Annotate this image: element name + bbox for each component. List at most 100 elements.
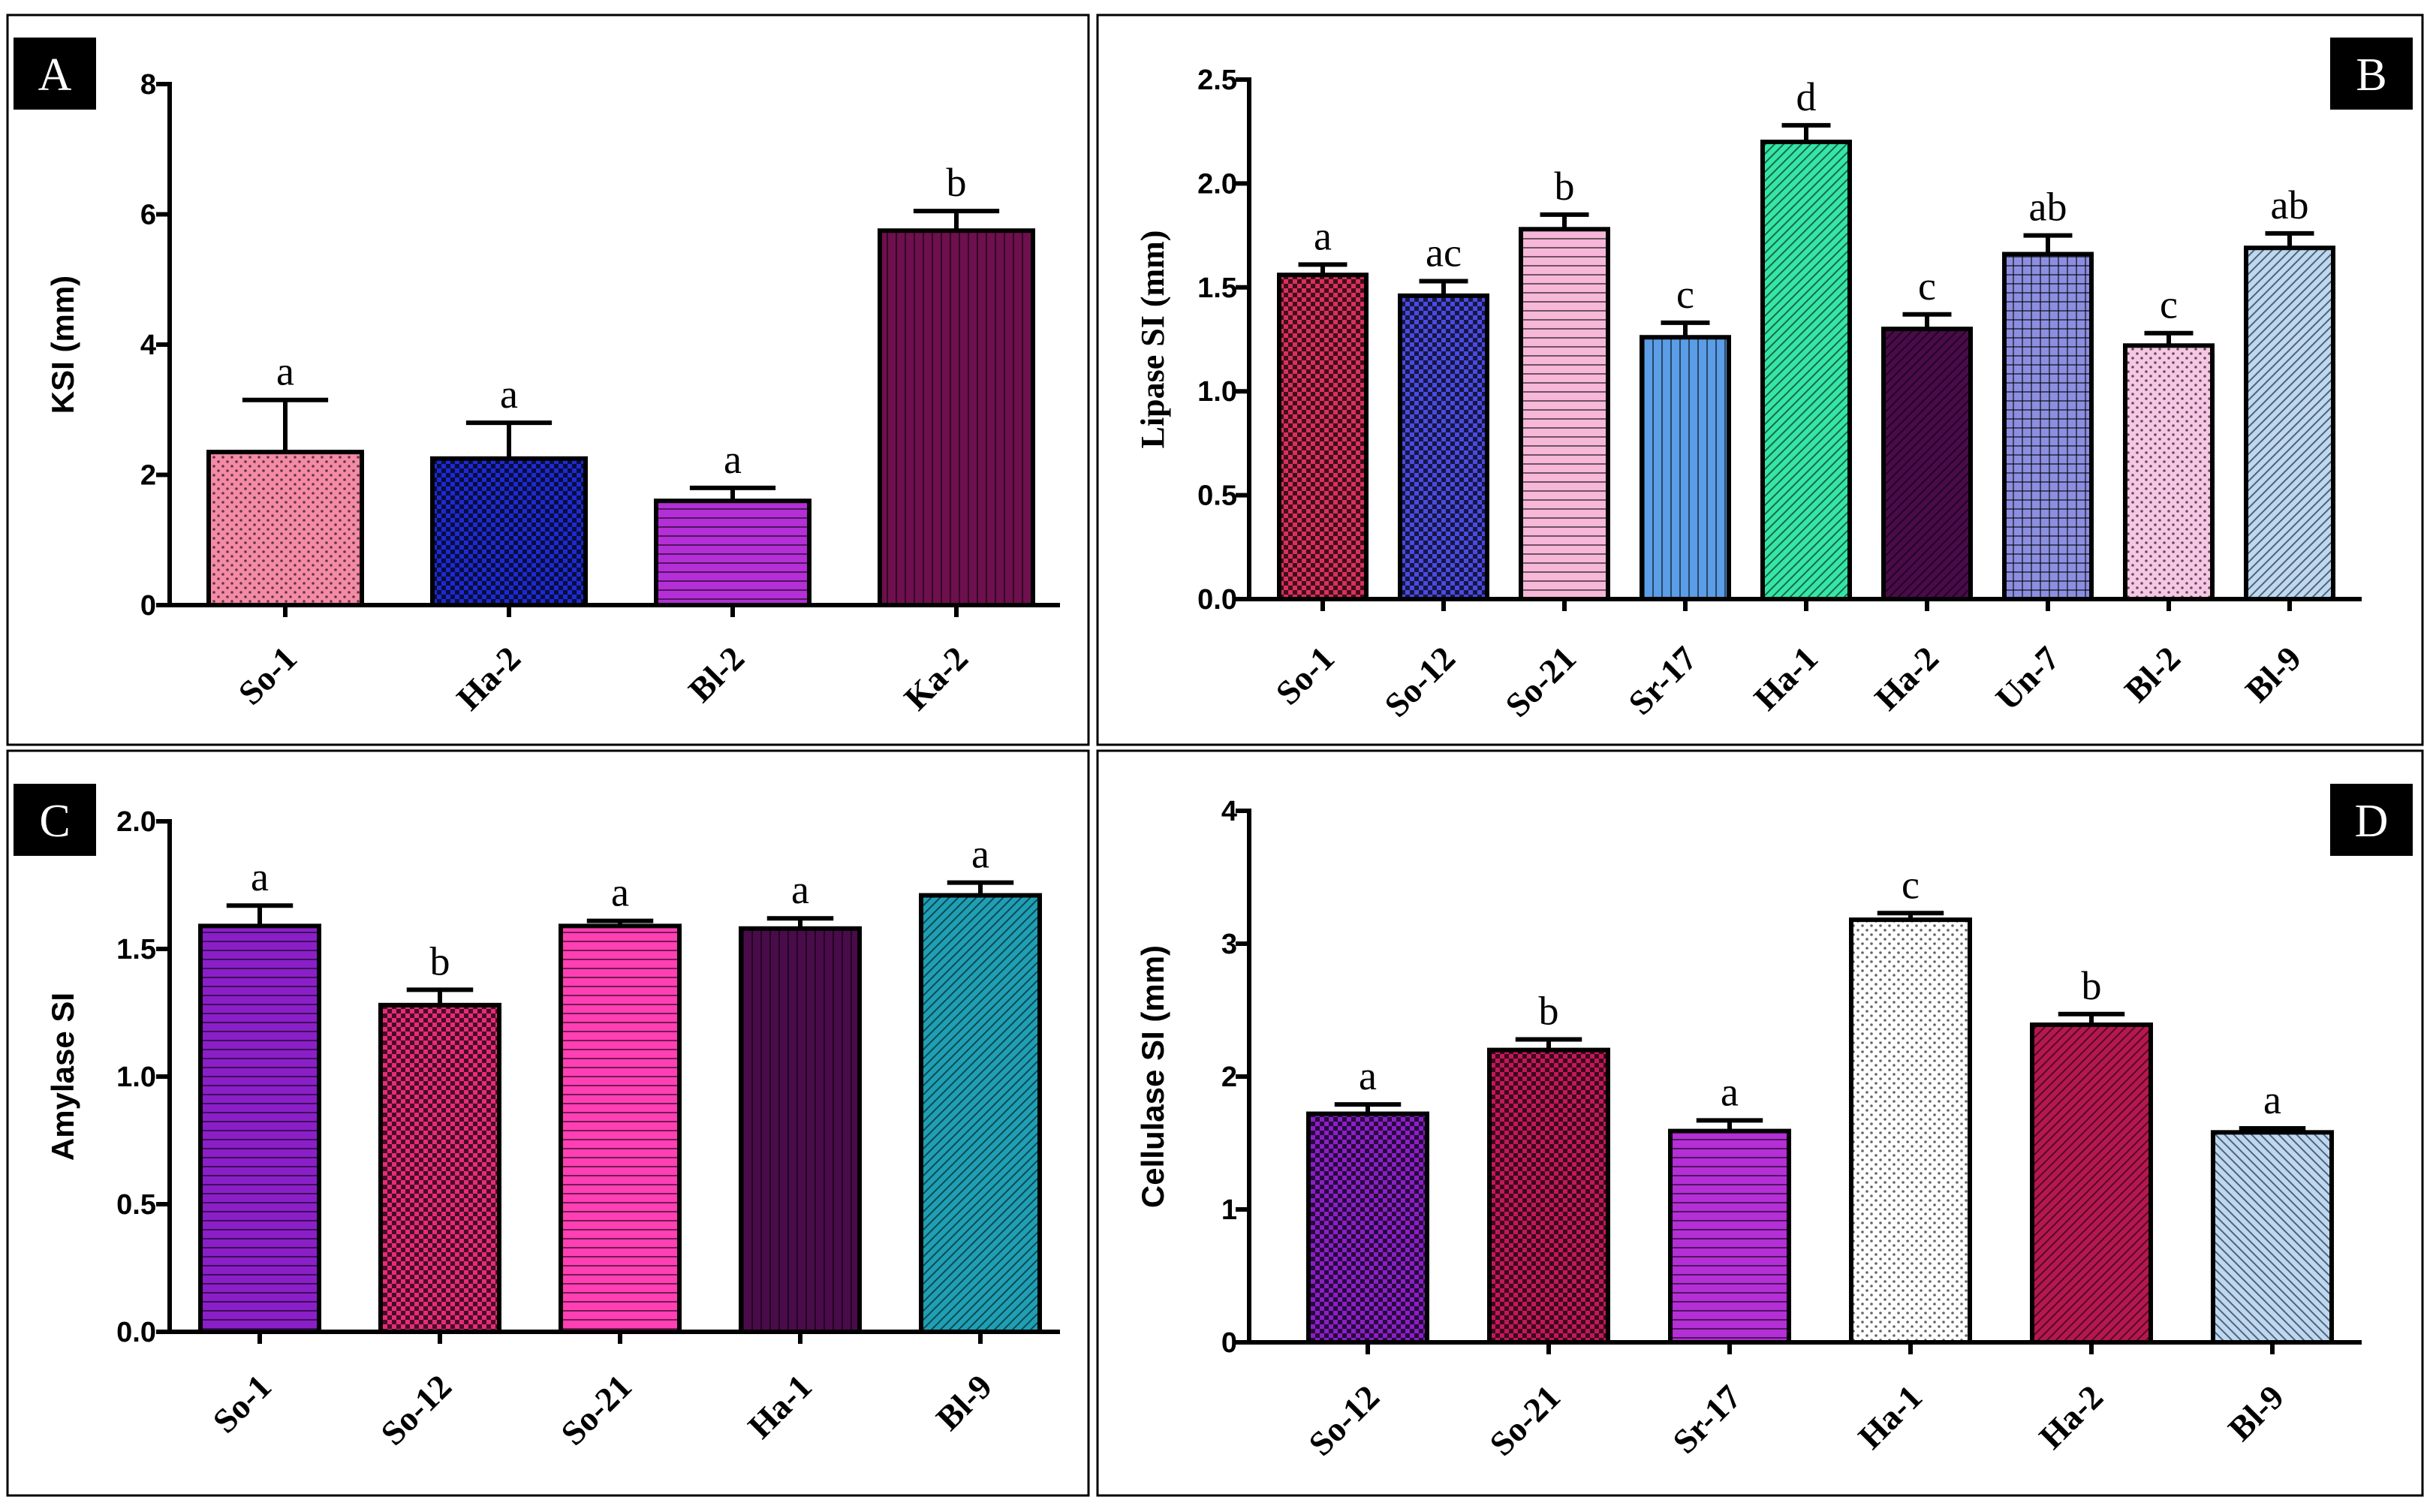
x-tick-label: Bl-9 — [929, 1367, 999, 1438]
bar-so-12 — [1306, 1111, 1429, 1345]
significance-label: a — [1359, 1053, 1377, 1098]
bar-bl-9 — [2211, 1130, 2334, 1345]
significance-label: ab — [2271, 182, 2309, 227]
y-tick-label: 2 — [1221, 1062, 1237, 1093]
bar-ha-2 — [430, 456, 588, 607]
significance-label: ab — [2029, 185, 2067, 230]
panel-frame — [6, 749, 1090, 1497]
y-tick-label: 2 — [140, 460, 156, 492]
y-tick-label: 2.5 — [1197, 65, 1237, 96]
bar-ha-1 — [739, 926, 862, 1335]
x-tick-label: Ha-1 — [1746, 639, 1825, 718]
significance-label: b — [430, 938, 450, 983]
significance-label: ac — [1426, 230, 1462, 275]
bar-bl-2 — [654, 498, 812, 608]
panel-b: B 0.0 0.5 1.0 1.5 2.0 2.5 Lipase SI (mm) a So-1 ac… — [1096, 14, 2424, 746]
x-tick-label: So-12 — [373, 1367, 459, 1453]
y-tick-label: 3 — [1221, 929, 1237, 960]
bar-so-1 — [198, 923, 321, 1334]
bar-sr-17 — [1668, 1128, 1791, 1345]
bar-un-7 — [2002, 251, 2094, 601]
y-tick-label: 0 — [1221, 1327, 1237, 1359]
x-tick-label: Ha-2 — [2031, 1378, 2110, 1456]
x-tick-label: So-21 — [1482, 1378, 1567, 1463]
significance-label: b — [2082, 963, 2102, 1008]
y-tick-label: 0 — [140, 590, 156, 622]
significance-label: a — [971, 832, 989, 877]
bar-bl-9 — [2244, 245, 2335, 601]
y-tick-label: 0.0 — [116, 1317, 156, 1348]
y-tick-label: 4 — [1221, 796, 1237, 827]
bar-ha-2 — [2030, 1022, 2153, 1345]
panel-d: D 0 1 2 3 4 Cellulase SI (mm) a So-12 b So-21 a Sr-1… — [1096, 749, 2424, 1497]
bar-bl-2 — [2123, 343, 2215, 601]
x-tick-label: Bl-9 — [2238, 639, 2308, 709]
y-tick-label: 0.5 — [116, 1189, 156, 1221]
x-tick-label: So-1 — [206, 1367, 279, 1441]
significance-label: c — [1676, 272, 1694, 317]
bar-ka-2 — [878, 228, 1035, 607]
panel-c: C 0.0 0.5 1.0 1.5 2.0 Amylase SI a So-1 b So-12 a So… — [6, 749, 1090, 1497]
significance-label: a — [276, 349, 294, 394]
panel-letter: A — [38, 50, 72, 101]
bar-so-1 — [1277, 273, 1369, 601]
x-tick-label: Sr-17 — [1665, 1378, 1748, 1461]
significance-label: a — [251, 854, 269, 899]
y-axis-label: Cellulase SI (mm) — [1135, 945, 1170, 1208]
bar-ha-2 — [1881, 327, 1973, 601]
x-tick-label: Ha-1 — [740, 1367, 819, 1446]
bar-so-1 — [206, 450, 364, 608]
x-tick-label: Un-7 — [1988, 639, 2067, 718]
x-tick-label: Ka-2 — [896, 639, 975, 718]
y-tick-label: 4 — [140, 330, 156, 361]
significance-label: d — [1796, 74, 1817, 119]
y-tick-label: 2.0 — [116, 806, 156, 838]
bar-bl-9 — [919, 893, 1042, 1334]
significance-label: a — [2263, 1077, 2281, 1122]
bar-sr-17 — [1640, 335, 1731, 601]
y-axis-label: KSI (mm) — [45, 276, 80, 414]
panel-letter: C — [39, 796, 70, 847]
x-tick-label: So-1 — [231, 639, 305, 712]
panel-badge — [14, 38, 96, 110]
significance-label: a — [500, 372, 518, 417]
x-tick-label: Ha-2 — [1867, 639, 1946, 718]
bar-so-21 — [1487, 1047, 1610, 1345]
y-axis-label: Lipase SI (mm) — [1134, 230, 1171, 449]
y-tick-label: 1.5 — [116, 934, 156, 965]
x-tick-label: So-1 — [1269, 639, 1342, 712]
significance-label: c — [2160, 282, 2178, 327]
bar-so-21 — [1519, 227, 1610, 601]
x-tick-label: Bl-9 — [2221, 1378, 2291, 1448]
significance-label: b — [1555, 164, 1575, 209]
x-tick-label: Sr-17 — [1621, 639, 1704, 722]
bar-ha-1 — [1849, 917, 1972, 1345]
panel-badge — [2330, 38, 2413, 110]
panel-a: A 0 2 4 6 8 KSI (mm) a So-1 a Ha-2 a Bl-2 b Ka-2 — [6, 14, 1090, 746]
y-tick-label: 2.0 — [1197, 168, 1237, 200]
y-tick-label: 1.0 — [116, 1062, 156, 1093]
x-tick-label: So-12 — [1301, 1378, 1387, 1463]
significance-label: a — [1721, 1069, 1739, 1114]
significance-label: a — [611, 870, 629, 915]
bar-so-12 — [1398, 293, 1489, 601]
panel-letter: D — [2355, 796, 2389, 847]
x-tick-label: So-12 — [1377, 639, 1462, 724]
significance-label: a — [1314, 213, 1332, 258]
panel-frame — [6, 14, 1090, 746]
bar-ha-1 — [1760, 140, 1852, 602]
y-tick-label: 0.0 — [1197, 584, 1237, 616]
x-tick-label: So-21 — [553, 1367, 639, 1453]
y-tick-label: 6 — [140, 200, 156, 231]
significance-label: a — [791, 867, 809, 912]
bar-so-12 — [378, 1002, 501, 1335]
panel-badge — [14, 784, 96, 856]
y-tick-label: 1.0 — [1197, 376, 1237, 408]
x-tick-label: Ha-2 — [449, 639, 528, 718]
bar-so-21 — [559, 923, 682, 1334]
panel-frame — [1096, 14, 2424, 746]
y-tick-label: 1.5 — [1197, 273, 1237, 304]
y-tick-label: 0.5 — [1197, 480, 1237, 512]
y-tick-label: 8 — [140, 69, 156, 101]
panel-letter: B — [2356, 50, 2386, 101]
